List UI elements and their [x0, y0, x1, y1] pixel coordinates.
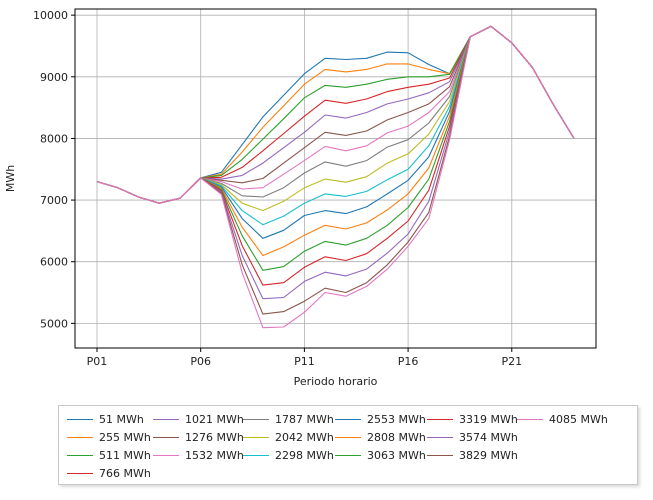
legend-swatch	[427, 454, 453, 456]
series-line-51-mwh	[96, 25, 575, 204]
y-tick-label: 7000	[40, 194, 68, 207]
legend-label: 766 MWh	[99, 467, 151, 480]
legend-label: 3574 MWh	[459, 431, 518, 444]
legend-item: 255 MWh	[67, 432, 151, 444]
legend-swatch	[153, 436, 179, 438]
legend-label: 3829 MWh	[459, 449, 518, 462]
legend-item: 1021 MWh	[153, 414, 244, 426]
legend-label: 4085 MWh	[549, 413, 608, 426]
series-line-2042-mwh	[96, 25, 575, 212]
x-tick-label: P06	[190, 355, 211, 368]
x-axis-ticks: P01 P06 P11 P16 P21	[87, 348, 522, 368]
legend-label: 2042 MWh	[275, 431, 334, 444]
y-tick-label: 9000	[40, 71, 68, 84]
legend-label: 255 MWh	[99, 431, 151, 444]
y-tick-label: 8000	[40, 132, 68, 145]
series-line-3319-mwh	[96, 25, 575, 286]
legend: 51 MWh 255 MWh 511 MWh 766 MWh 1021 MWh 1276 …	[58, 405, 638, 485]
legend-swatch	[153, 418, 179, 420]
legend-swatch	[243, 436, 269, 438]
series-line-2808-mwh	[96, 25, 575, 257]
legend-swatch	[243, 454, 269, 456]
series-line-766-mwh	[96, 25, 575, 204]
legend-swatch	[243, 418, 269, 420]
legend-label: 2553 MWh	[367, 413, 426, 426]
legend-swatch	[427, 418, 453, 420]
legend-item: 3063 MWh	[335, 450, 426, 462]
legend-label: 3319 MWh	[459, 413, 518, 426]
legend-item: 4085 MWh	[517, 414, 608, 426]
y-tick-label: 5000	[40, 317, 68, 330]
legend-swatch	[67, 454, 93, 456]
legend-label: 51 MWh	[99, 413, 144, 426]
series-line-3574-mwh	[96, 25, 575, 300]
series-line-511-mwh	[96, 25, 575, 204]
legend-swatch	[517, 418, 543, 420]
legend-swatch	[335, 436, 361, 438]
legend-item: 2042 MWh	[243, 432, 334, 444]
legend-swatch	[335, 418, 361, 420]
x-tick-label: P01	[87, 355, 108, 368]
series-line-255-mwh	[96, 25, 575, 204]
legend-swatch	[67, 436, 93, 438]
x-tick-label: P16	[398, 355, 419, 368]
legend-label: 1276 MWh	[185, 431, 244, 444]
series-line-1276-mwh	[96, 25, 575, 204]
legend-item: 1276 MWh	[153, 432, 244, 444]
y-tick-label: 10000	[33, 9, 68, 22]
legend-label: 2298 MWh	[275, 449, 334, 462]
legend-swatch	[153, 454, 179, 456]
legend-label: 2808 MWh	[367, 431, 426, 444]
legend-swatch	[67, 418, 93, 420]
legend-item: 511 MWh	[67, 450, 151, 462]
legend-item: 2298 MWh	[243, 450, 334, 462]
gridlines	[75, 9, 596, 348]
legend-item: 2808 MWh	[335, 432, 426, 444]
y-tick-label: 6000	[40, 256, 68, 269]
legend-item: 1532 MWh	[153, 450, 244, 462]
legend-item: 766 MWh	[67, 468, 151, 480]
legend-label: 1021 MWh	[185, 413, 244, 426]
series-line-4085-mwh	[96, 25, 575, 329]
x-tick-label: P21	[501, 355, 522, 368]
legend-swatch	[67, 472, 93, 474]
legend-item: 1787 MWh	[243, 414, 334, 426]
series-lines	[96, 25, 575, 329]
legend-label: 1532 MWh	[185, 449, 244, 462]
series-line-3829-mwh	[96, 25, 575, 315]
series-line-2298-mwh	[96, 25, 575, 226]
legend-swatch	[427, 436, 453, 438]
series-line-1532-mwh	[96, 25, 575, 204]
series-line-1787-mwh	[96, 25, 575, 204]
series-line-1021-mwh	[96, 25, 575, 204]
series-line-2553-mwh	[96, 25, 575, 239]
plot-frame	[74, 8, 597, 349]
y-axis-ticks: 5000 6000 7000 8000 9000 10000	[33, 9, 75, 330]
x-axis-label: Periodo horario	[294, 375, 378, 388]
legend-label: 511 MWh	[99, 449, 151, 462]
x-tick-label: P11	[294, 355, 315, 368]
legend-swatch	[335, 454, 361, 456]
legend-item: 3574 MWh	[427, 432, 518, 444]
y-axis-label: MWh	[4, 165, 17, 192]
legend-label: 3063 MWh	[367, 449, 426, 462]
legend-item: 51 MWh	[67, 414, 144, 426]
legend-item: 2553 MWh	[335, 414, 426, 426]
legend-label: 1787 MWh	[275, 413, 334, 426]
legend-item: 3319 MWh	[427, 414, 518, 426]
legend-item: 3829 MWh	[427, 450, 518, 462]
